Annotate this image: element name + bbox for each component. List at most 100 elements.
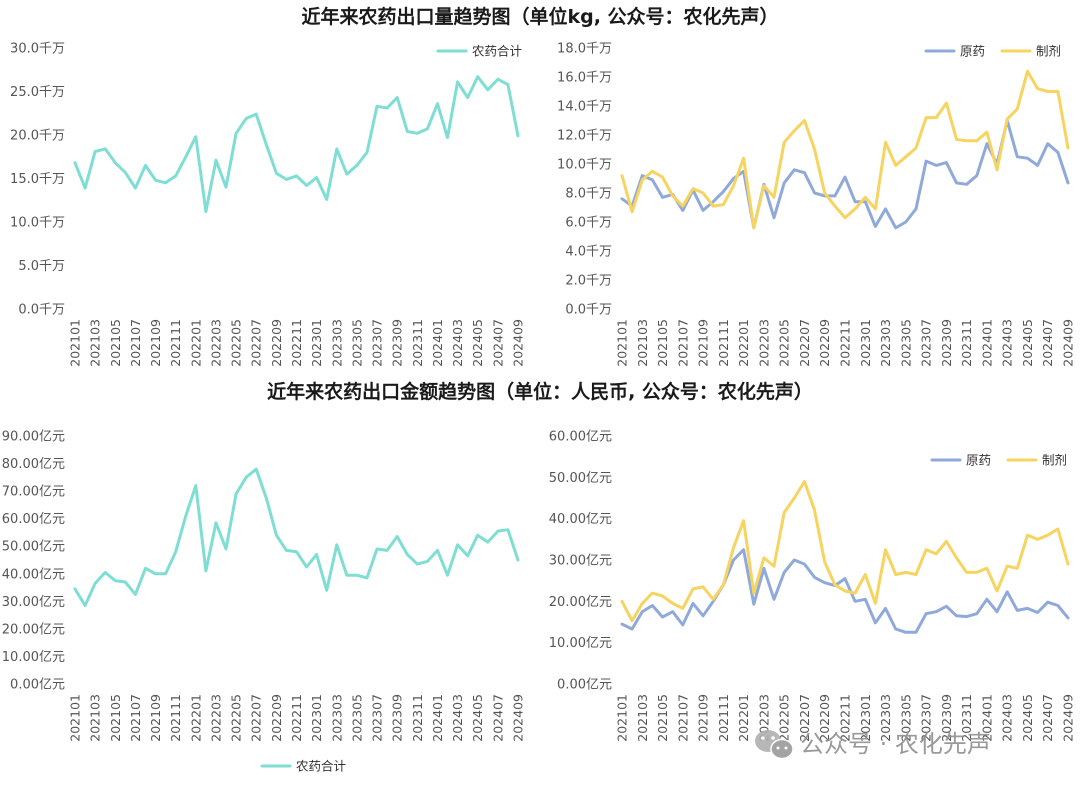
x-tick-label: 202203	[756, 319, 771, 367]
x-tick-label: 202303	[329, 694, 344, 742]
x-tick-label: 202301	[309, 319, 324, 367]
x-tick-label: 202101	[615, 694, 630, 742]
y-tick-label: 2.0千万	[565, 274, 612, 289]
x-tick-label: 202103	[635, 694, 650, 742]
x-tick-label: 202205	[229, 694, 244, 742]
watermark-text: 公众号 · 农化先声	[800, 730, 991, 758]
x-tick-label: 202409	[511, 319, 526, 367]
x-tick-label: 202409	[511, 694, 526, 742]
x-tick-label: 202301	[309, 694, 324, 742]
y-tick-label: 8.0千万	[565, 187, 612, 202]
x-tick-label: 202407	[490, 319, 505, 367]
x-tick-label: 202405	[470, 319, 485, 367]
x-tick-label: 202307	[919, 694, 934, 742]
x-tick-label: 202209	[817, 319, 832, 367]
x-tick-label: 202201	[736, 319, 751, 367]
x-tick-label: 202409	[1061, 694, 1076, 742]
x-tick-label: 202307	[370, 694, 385, 742]
x-tick-label: 202403	[450, 319, 465, 367]
legend-label: 农药合计	[472, 44, 522, 59]
x-tick-label: 202205	[777, 319, 792, 367]
amount-split-chart: 0.00亿元 10.00亿元 20.00亿元 30.00亿元 40.00亿元 50.00亿…	[549, 430, 1076, 742]
x-tick-label: 202205	[777, 694, 792, 742]
series-line-total	[73, 75, 520, 214]
x-tick-label: 202211	[838, 319, 853, 367]
y-tick-label: 5.0千万	[18, 259, 65, 274]
x-tick-label: 202209	[817, 694, 832, 742]
x-tick-label: 202209	[269, 694, 284, 742]
x-tick-label: 202311	[959, 694, 974, 742]
x-tick-label: 202211	[838, 694, 853, 742]
y-tick-label: 40.00亿元	[549, 512, 612, 527]
x-tick-label: 202107	[128, 319, 143, 367]
x-tick-label: 202101	[615, 319, 630, 367]
y-tick-label: 12.0千万	[557, 129, 612, 144]
legend-label: 原药	[960, 44, 985, 59]
y-tick-label: 30.00亿元	[2, 595, 65, 610]
legend-label: 农药合计	[296, 759, 346, 774]
y-tick-label: 16.0千万	[557, 71, 612, 86]
x-tick-label: 202401	[979, 694, 994, 742]
y-tick-label: 30.00亿元	[549, 554, 612, 569]
x-tick-label: 202203	[756, 694, 771, 742]
x-tick-label: 202207	[797, 319, 812, 367]
x-tick-label: 202111	[168, 694, 183, 742]
volume-chart-title: 近年来农药出口量趋势图（单位kg, 公众号：农化先声）	[301, 5, 778, 28]
x-tick-label: 202203	[208, 694, 223, 742]
x-tick-label: 202311	[959, 319, 974, 367]
x-tick-label: 202101	[68, 319, 83, 367]
x-tick-label: 202403	[1000, 694, 1015, 742]
x-tick-label: 202107	[128, 694, 143, 742]
y-tick-label: 60.00亿元	[2, 512, 65, 527]
y-tick-label: 10.0千万	[557, 158, 612, 173]
x-tick-label: 202307	[919, 319, 934, 367]
y-tick-label: 20.00亿元	[549, 595, 612, 610]
x-tick-label: 202203	[208, 319, 223, 367]
x-tick-label: 202211	[289, 319, 304, 367]
x-tick-label: 202301	[858, 694, 873, 742]
x-tick-label: 202207	[797, 694, 812, 742]
x-tick-label: 202305	[349, 319, 364, 367]
legend-label: 原药	[966, 453, 991, 468]
y-tick-label: 14.0千万	[557, 100, 612, 115]
x-tick-label: 202105	[108, 694, 123, 742]
x-tick-label: 202103	[88, 319, 103, 367]
x-tick-label: 202107	[675, 319, 690, 367]
x-tick-label: 202103	[88, 694, 103, 742]
legend-label: 制剂	[1036, 44, 1061, 59]
x-tick-label: 202309	[390, 694, 405, 742]
volume-total-chart: 0.0千万 5.0千万 10.0千万 15.0千万 20.0千万 25.0千万 30.0千万…	[10, 42, 525, 367]
amount-chart-title: 近年来农药出口金额趋势图（单位：人民币, 公众号：农化先声）	[267, 380, 813, 403]
x-tick-label: 202205	[229, 319, 244, 367]
x-tick-label: 202209	[269, 319, 284, 367]
x-tick-label: 202105	[655, 694, 670, 742]
x-tick-label: 202407	[1040, 694, 1055, 742]
x-tick-label: 202305	[349, 694, 364, 742]
x-tick-label: 202109	[696, 319, 711, 367]
y-tick-label: 40.00亿元	[2, 567, 65, 582]
y-tick-label: 18.0千万	[557, 42, 612, 57]
y-tick-label: 0.00亿元	[557, 678, 612, 693]
x-tick-label: 202305	[898, 319, 913, 367]
wechat-icon	[755, 730, 794, 760]
y-tick-label: 10.00亿元	[549, 636, 612, 651]
x-tick-label: 202201	[188, 694, 203, 742]
x-tick-label: 202405	[470, 694, 485, 742]
x-tick-label: 202409	[1061, 319, 1076, 367]
y-tick-label: 20.0千万	[10, 129, 65, 144]
y-tick-label: 70.00亿元	[2, 485, 65, 500]
series-line-zhiji	[620, 69, 1070, 230]
x-tick-label: 202405	[1020, 694, 1035, 742]
x-tick-label: 202303	[878, 319, 893, 367]
x-tick-label: 202303	[878, 694, 893, 742]
x-tick-label: 202311	[410, 319, 425, 367]
x-tick-label: 202403	[450, 694, 465, 742]
x-tick-label: 202109	[148, 319, 163, 367]
y-tick-label: 15.0千万	[10, 172, 65, 187]
x-tick-label: 202111	[168, 319, 183, 367]
x-tick-label: 202405	[1020, 319, 1035, 367]
y-tick-label: 80.00亿元	[2, 457, 65, 472]
x-tick-label: 202107	[675, 694, 690, 742]
y-tick-label: 10.0千万	[10, 216, 65, 231]
series-line-yuanyao	[620, 119, 1070, 230]
